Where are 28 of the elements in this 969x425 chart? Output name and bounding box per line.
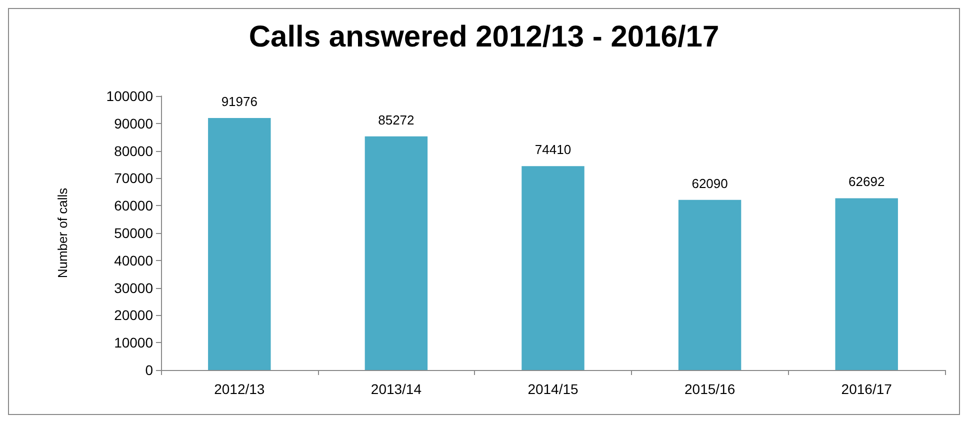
bar	[835, 198, 898, 370]
x-tick-label: 2012/13	[214, 381, 265, 397]
data-label: 74410	[534, 142, 572, 158]
chart-title: Calls answered 2012/13 - 2016/17	[248, 20, 720, 54]
bar	[522, 166, 584, 370]
y-tick-label: 90000	[114, 115, 154, 132]
y-axis-title: Number of calls	[55, 187, 70, 278]
y-tick-label: 80000	[114, 142, 154, 159]
y-tick-label: 70000	[114, 170, 154, 186]
y-tick-label: 20000	[114, 307, 154, 324]
data-label: 62090	[692, 176, 728, 191]
y-tick-label: 100000	[106, 88, 154, 104]
x-tick-label: 2014/15	[528, 381, 579, 397]
data-label: 91976	[221, 94, 258, 109]
bar	[208, 118, 271, 370]
y-tick-label: 50000	[114, 225, 154, 241]
y-tick-label: 30000	[114, 280, 154, 296]
bar	[364, 136, 428, 370]
x-tick-label: 2013/14	[370, 381, 422, 397]
y-tick-label: 40000	[114, 252, 154, 268]
x-tick-label: 2015/16	[684, 381, 736, 397]
data-label: 85272	[378, 112, 414, 128]
y-tick-label: 60000	[114, 198, 154, 214]
bar	[678, 200, 742, 370]
x-tick-label: 2016/17	[841, 381, 892, 397]
y-tick-label: 0	[145, 362, 154, 378]
y-tick-label: 10000	[114, 334, 154, 351]
data-label: 62692	[848, 174, 885, 190]
